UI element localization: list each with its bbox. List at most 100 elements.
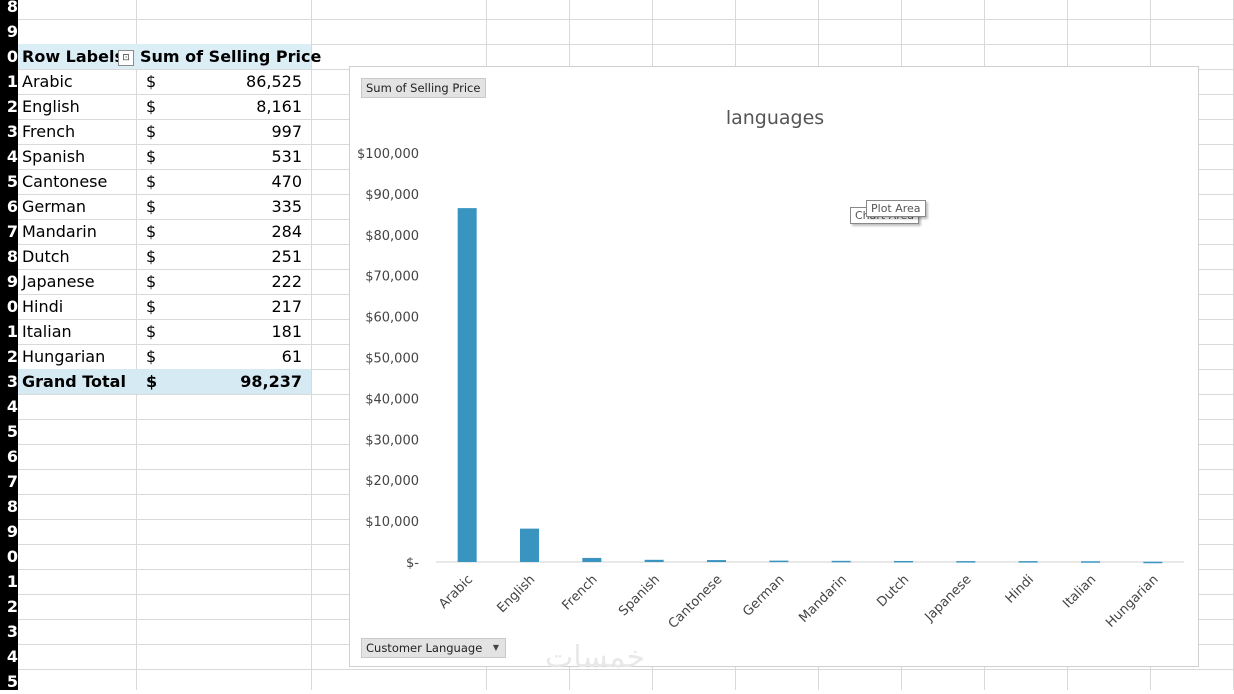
- pivot-row[interactable]: Hungarian $61: [18, 344, 311, 369]
- pivot-row-label: Cantonese: [22, 172, 108, 191]
- y-tick-label: $30,000: [365, 433, 419, 448]
- row-number[interactable]: 3: [6, 122, 18, 141]
- row-labels-header[interactable]: Row Labels: [22, 47, 124, 66]
- pivot-row-currency: $: [146, 122, 157, 141]
- gridline: [311, 0, 312, 690]
- row-number[interactable]: 3: [6, 622, 18, 641]
- pivot-row-label: English: [22, 97, 80, 116]
- x-tick-label: Cantonese: [666, 572, 726, 632]
- y-tick-label: $-: [406, 556, 419, 571]
- grand-total-value: 98,237: [240, 372, 302, 391]
- x-tick-label: German: [740, 572, 787, 619]
- row-number[interactable]: 8: [6, 247, 18, 266]
- pivot-row-value: 335: [271, 197, 302, 216]
- pivot-row-value: 181: [271, 322, 302, 341]
- y-tick-label: $40,000: [365, 392, 419, 407]
- plot-area-tooltip: Plot Area: [866, 200, 926, 217]
- pivot-row-label: Mandarin: [22, 222, 97, 241]
- pivot-row-currency: $: [146, 72, 157, 91]
- row-number[interactable]: 1: [6, 322, 18, 341]
- pivot-row-currency: $: [146, 297, 157, 316]
- pivot-row[interactable]: English $8,161: [18, 94, 311, 119]
- pivot-row-value: 222: [271, 272, 302, 291]
- pivot-row[interactable]: French $997: [18, 119, 311, 144]
- row-number[interactable]: 0: [6, 297, 18, 316]
- pivot-row-currency: $: [146, 97, 157, 116]
- row-number[interactable]: 8: [6, 497, 18, 516]
- row-number[interactable]: 2: [6, 97, 18, 116]
- pivot-row-currency: $: [146, 172, 157, 191]
- row-number[interactable]: 4: [6, 647, 18, 666]
- pivot-row[interactable]: Dutch $251: [18, 244, 311, 269]
- bar-german[interactable]: [769, 560, 789, 563]
- pivot-row[interactable]: Japanese $222: [18, 269, 311, 294]
- row-number[interactable]: 0: [6, 547, 18, 566]
- y-tick-label: $70,000: [365, 270, 419, 285]
- row-number[interactable]: 8: [6, 0, 18, 16]
- bar-dutch[interactable]: [894, 560, 913, 563]
- grand-total-row[interactable]: Grand Total $ 98,237: [18, 369, 311, 394]
- pivot-row-currency: $: [146, 272, 157, 291]
- sum-selling-price-header[interactable]: Sum of Selling Price: [140, 47, 322, 66]
- pivot-row[interactable]: Mandarin $284: [18, 219, 311, 244]
- x-tick-label: Spanish: [616, 572, 663, 619]
- filter-dropdown-icon[interactable]: ⊡: [118, 50, 134, 66]
- gridline: [0, 19, 1234, 20]
- row-number[interactable]: 9: [6, 22, 18, 41]
- row-number[interactable]: 7: [6, 222, 18, 241]
- pivot-row-label: Hindi: [22, 297, 64, 316]
- pivot-row-label: Italian: [22, 322, 72, 341]
- bar-italian[interactable]: [1081, 561, 1100, 563]
- row-number[interactable]: 5: [6, 672, 18, 691]
- pivot-row[interactable]: German $335: [18, 194, 311, 219]
- pivot-row-value: 470: [271, 172, 302, 191]
- pivot-row[interactable]: Hindi $217: [18, 294, 311, 319]
- row-number[interactable]: 6: [6, 447, 18, 466]
- row-number[interactable]: 0: [6, 47, 18, 66]
- row-number[interactable]: 1: [6, 572, 18, 591]
- bar-hindi[interactable]: [1018, 561, 1038, 563]
- x-tick-label: Mandarin: [796, 572, 850, 626]
- row-number[interactable]: 9: [6, 272, 18, 291]
- row-number[interactable]: 6: [6, 197, 18, 216]
- bar-french[interactable]: [582, 557, 602, 562]
- row-number[interactable]: 1: [6, 72, 18, 91]
- x-tick-label: French: [559, 572, 600, 613]
- pivot-row[interactable]: Arabic $86,525: [18, 69, 311, 94]
- bar-mandarin[interactable]: [831, 560, 851, 563]
- pivot-row-currency: $: [146, 222, 157, 241]
- pivot-row-value: 61: [281, 347, 302, 366]
- value-field-button[interactable]: Sum of Selling Price: [361, 78, 486, 98]
- row-number[interactable]: 3: [6, 372, 18, 391]
- chart-plot-svg[interactable]: $- $10,000 $20,000 $30,000 $40,000 $50,000 $60…: [350, 67, 1200, 668]
- row-number[interactable]: 7: [6, 472, 18, 491]
- row-number[interactable]: 5: [6, 422, 18, 441]
- pivot-header-row: Row Labels ⊡ Sum of Selling Price: [18, 44, 321, 69]
- row-number[interactable]: 4: [6, 397, 18, 416]
- bar-arabic[interactable]: [457, 208, 477, 563]
- dropdown-arrow-icon[interactable]: ▼: [492, 643, 499, 652]
- row-number[interactable]: 4: [6, 147, 18, 166]
- bar-hungarian[interactable]: [1143, 561, 1163, 564]
- pivot-row[interactable]: Spanish $531: [18, 144, 311, 169]
- grand-total-label: Grand Total: [22, 372, 126, 391]
- bar-spanish[interactable]: [644, 559, 664, 562]
- row-number[interactable]: 5: [6, 172, 18, 191]
- x-tick-label: Dutch: [874, 572, 912, 610]
- axis-field-label: Customer Language: [366, 641, 483, 655]
- chart-title[interactable]: languages: [725, 107, 825, 129]
- y-tick-label: $10,000: [365, 515, 419, 530]
- pivot-row-value: 86,525: [246, 72, 302, 91]
- pivot-chart[interactable]: Sum of Selling Price languages $- $10,000…: [349, 66, 1199, 667]
- x-tick-label: Hungarian: [1103, 572, 1161, 630]
- row-header-column[interactable]: [0, 0, 18, 690]
- bar-japanese[interactable]: [956, 561, 976, 563]
- bar-english[interactable]: [520, 528, 539, 562]
- bar-cantonese[interactable]: [707, 560, 726, 562]
- row-number[interactable]: 2: [6, 347, 18, 366]
- axis-field-button[interactable]: Customer Language ▼: [361, 638, 506, 658]
- row-number[interactable]: 2: [6, 597, 18, 616]
- row-number[interactable]: 9: [6, 522, 18, 541]
- pivot-row[interactable]: Italian $181: [18, 319, 311, 344]
- pivot-row[interactable]: Cantonese $470: [18, 169, 311, 194]
